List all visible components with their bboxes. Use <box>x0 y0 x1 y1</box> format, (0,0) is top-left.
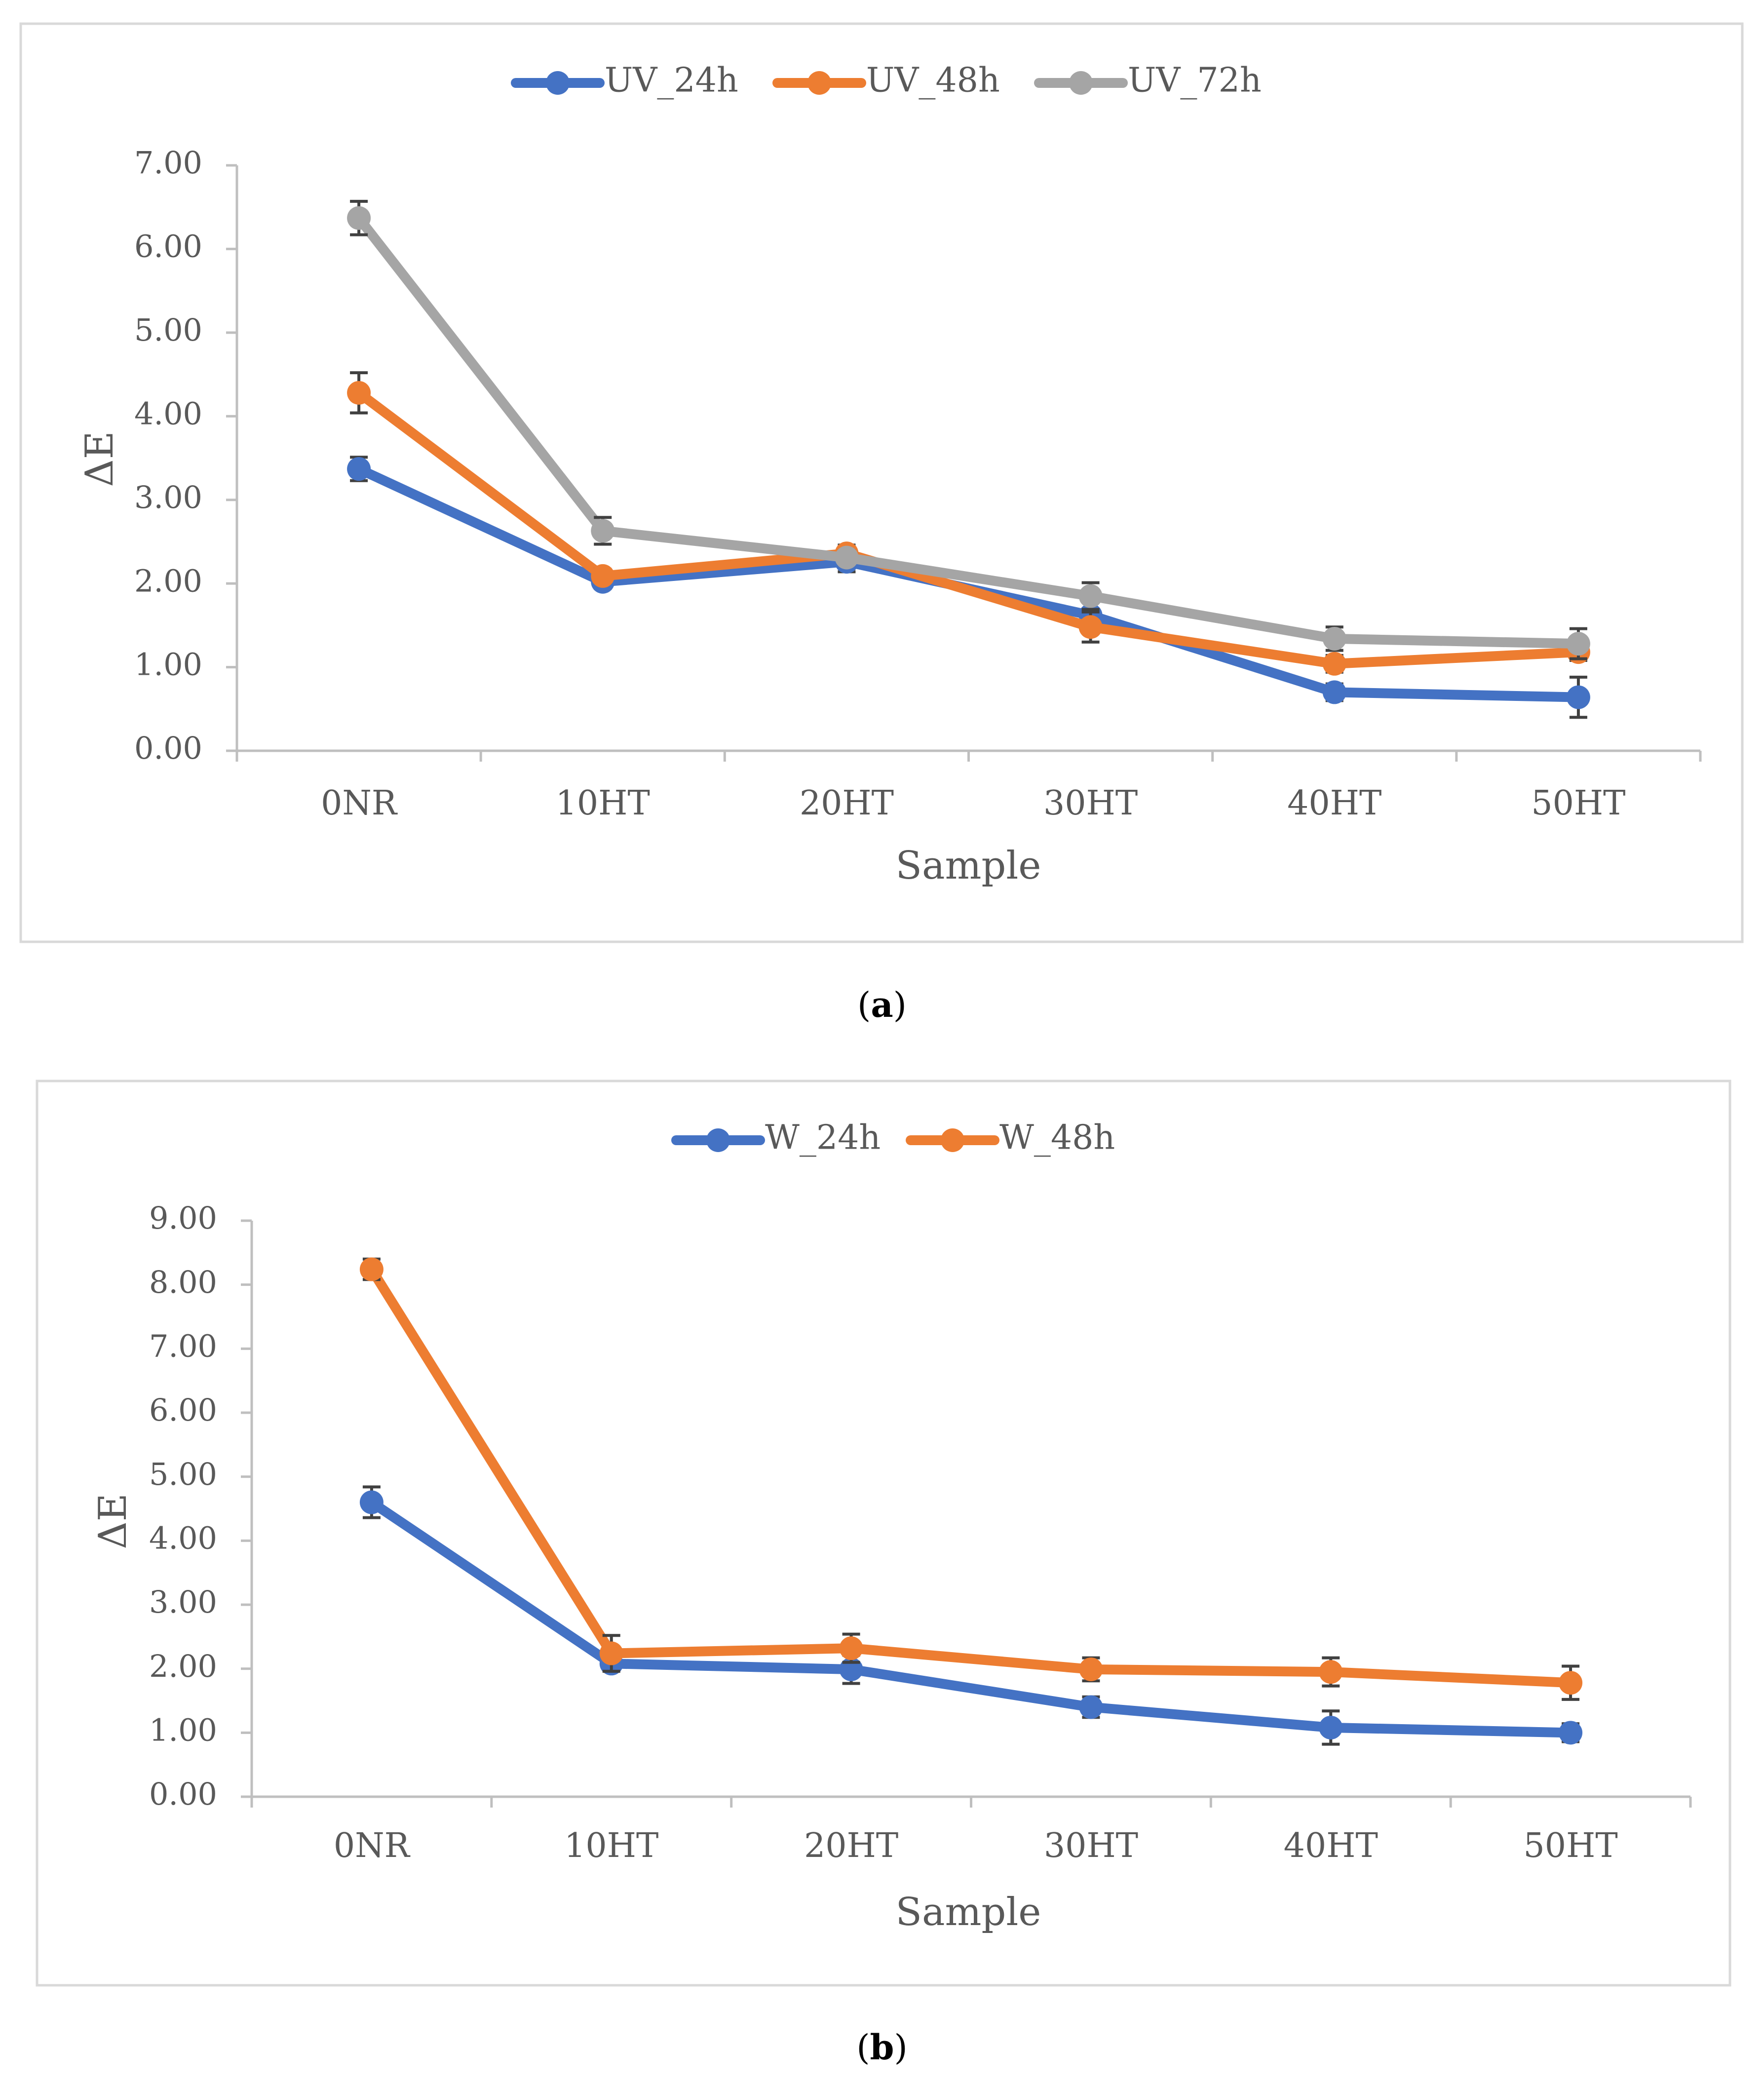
y-tick-label: 1.00 <box>149 1712 217 1748</box>
x-tick-label: 20HT <box>800 784 894 823</box>
x-tick-label: 50HT <box>1531 784 1625 823</box>
series-W_48h <box>359 1257 1583 1701</box>
data-point <box>1078 584 1103 608</box>
data-point <box>347 381 371 405</box>
legend-label: UV_24h <box>605 61 738 100</box>
caption-letter: a <box>871 984 893 1025</box>
data-point <box>599 1641 623 1665</box>
data-point <box>835 545 859 570</box>
legend-swatch-marker <box>807 71 831 95</box>
x-axis-title: Sample <box>896 844 1041 888</box>
x-tick-label: 30HT <box>1044 1826 1138 1865</box>
data-point <box>1079 1657 1103 1681</box>
legend-swatch-marker <box>941 1128 964 1152</box>
x-tick-label: 10HT <box>564 1826 658 1865</box>
data-point <box>347 457 371 481</box>
x-tick-label: 30HT <box>1043 784 1138 823</box>
legend-item: UV_24h <box>511 61 738 100</box>
legend: UV_24h UV_48h UV_72h <box>511 61 1262 100</box>
data-point <box>1566 632 1590 656</box>
data-point <box>1079 1695 1103 1719</box>
data-point <box>1559 1671 1583 1695</box>
series-UV_72h <box>347 199 1590 660</box>
data-point <box>359 1257 383 1281</box>
y-tick-label: 0.00 <box>149 1776 217 1812</box>
data-point <box>1319 1715 1343 1739</box>
legend-label: W_24h <box>765 1119 881 1158</box>
data-point <box>1322 626 1346 651</box>
chart-panel-b: W_24h W_48h 0.00 1.00 2.00 3.00 4.00 5.00 6.00 7… <box>36 1080 1731 1987</box>
series-line <box>354 387 1583 669</box>
y-axis-title: ΔE <box>91 1493 135 1549</box>
y-tick-label: 0.00 <box>134 730 202 766</box>
data-point <box>1566 685 1590 709</box>
y-axis: 0.00 1.00 2.00 3.00 4.00 5.00 6.00 7.00 8.00 9.00 <box>149 1200 253 1812</box>
legend-item: UV_72h <box>1034 61 1262 100</box>
y-tick-label: 1.00 <box>134 647 202 683</box>
x-tick-label: 40HT <box>1287 784 1381 823</box>
x-tick-label: 0NR <box>321 784 398 823</box>
x-axis: 0NR 10HT 20HT 30HT 40HT 50HT <box>235 749 1702 823</box>
data-point <box>591 564 615 588</box>
data-point <box>591 519 615 543</box>
legend-item: UV_48h <box>772 61 1000 100</box>
legend-label: W_48h <box>999 1119 1115 1158</box>
x-tick-label: 50HT <box>1523 1826 1617 1865</box>
series-W_24h <box>359 1485 1583 1746</box>
chart-frame <box>36 1080 1731 1987</box>
y-tick-label: 5.00 <box>134 312 202 348</box>
legend-label: UV_48h <box>866 61 1000 100</box>
y-tick-label: 2.00 <box>134 563 202 599</box>
series-line <box>366 1497 1576 1738</box>
y-axis-title: ΔE <box>77 431 122 487</box>
data-point <box>1322 680 1346 704</box>
plot-area <box>359 1257 1583 1746</box>
legend-item: W_24h <box>671 1119 881 1158</box>
y-tick-label: 7.00 <box>149 1328 217 1364</box>
y-tick-label: 2.00 <box>149 1648 217 1684</box>
x-tick-label: 10HT <box>556 784 650 823</box>
x-axis: 0NR 10HT 20HT 30HT 40HT 50HT <box>250 1795 1692 1865</box>
data-point <box>347 206 371 230</box>
y-tick-label: 4.00 <box>134 395 202 431</box>
chart-panel-a: UV_24h UV_48h UV_72h 0.00 1.00 2.00 3.00 4.00 5… <box>19 22 1744 943</box>
plot-area <box>347 199 1590 719</box>
y-tick-label: 3.00 <box>149 1584 217 1620</box>
legend-swatch-marker <box>546 71 570 95</box>
x-axis-title: Sample <box>896 1890 1041 1934</box>
legend-swatch-marker <box>1069 71 1093 95</box>
data-point <box>1322 652 1346 676</box>
y-tick-label: 6.00 <box>149 1392 217 1428</box>
panel-caption-a: (a) <box>857 984 907 1025</box>
data-point <box>359 1490 383 1514</box>
y-tick-label: 8.00 <box>149 1264 217 1300</box>
data-point <box>1078 615 1103 639</box>
y-tick-label: 5.00 <box>149 1456 217 1492</box>
panel-caption-b: (b) <box>856 2027 908 2068</box>
x-tick-label: 0NR <box>334 1826 411 1865</box>
legend: W_24h W_48h <box>671 1119 1115 1158</box>
y-tick-label: 7.00 <box>134 145 202 181</box>
y-axis: 0.00 1.00 2.00 3.00 4.00 5.00 6.00 7.00 <box>134 145 238 766</box>
chart-frame <box>19 22 1744 943</box>
series-line <box>366 1264 1576 1688</box>
x-tick-label: 40HT <box>1284 1826 1378 1865</box>
series-line <box>354 213 1583 649</box>
y-tick-label: 9.00 <box>149 1200 217 1236</box>
legend-swatch-marker <box>706 1128 730 1152</box>
series-UV_48h <box>347 371 1590 676</box>
legend-item: W_48h <box>906 1119 1115 1158</box>
caption-letter: b <box>870 2027 894 2068</box>
data-point <box>1319 1660 1343 1684</box>
y-tick-label: 4.00 <box>149 1520 217 1556</box>
data-point <box>1559 1721 1583 1745</box>
y-tick-label: 3.00 <box>134 479 202 515</box>
x-tick-label: 20HT <box>804 1826 898 1865</box>
legend-label: UV_72h <box>1128 61 1262 100</box>
data-point <box>839 1636 863 1660</box>
y-tick-label: 6.00 <box>134 229 202 265</box>
